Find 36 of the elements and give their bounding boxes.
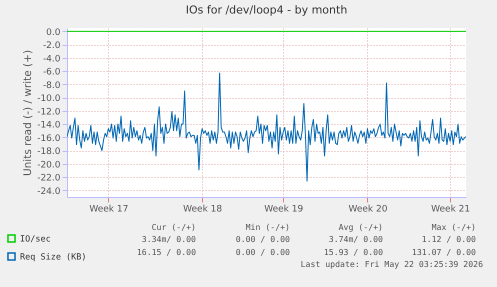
chart-title: IOs for /dev/loop4 - by month xyxy=(186,3,348,16)
y-tick-label: -20.0 xyxy=(37,160,61,170)
text: 3.74m/ 0.00 xyxy=(328,233,383,246)
legend-label: IO/sec xyxy=(20,234,51,244)
y-tick-label: -16.0 xyxy=(37,134,61,144)
text: Max (-/+) xyxy=(430,221,476,234)
text: Min (-/+) xyxy=(244,221,290,234)
text: Last update: Fri May 22 03:25:39 2026 xyxy=(300,258,483,270)
x-tick-label: Week 19 xyxy=(264,204,304,214)
y-tick-label: 0.0 xyxy=(46,28,61,38)
line-series xyxy=(67,72,466,182)
text: 0.00 / 0.00 xyxy=(234,246,290,258)
text: 15.93 / 0.00 xyxy=(322,246,383,258)
y-tick-label: -22.0 xyxy=(37,174,61,184)
y-tick-label: -14.0 xyxy=(37,120,61,131)
text: 3.34m/ 0.00 xyxy=(140,233,196,246)
y-tick-label: -8.0 xyxy=(42,80,61,91)
y-tick-label: -6.0 xyxy=(42,68,61,78)
text: Avg (-/+) xyxy=(338,221,383,234)
y-tick-label: -10.0 xyxy=(37,94,61,104)
legend-label: Req Size (KB) xyxy=(20,252,87,262)
y-tick-label: -4.0 xyxy=(42,54,61,64)
text: Cur (-/+) xyxy=(150,221,196,234)
x-tick-label: Week 17 xyxy=(89,204,128,214)
y-tick-label: -2.0 xyxy=(42,41,61,52)
y-axis-title: Units read (-) / write (+) xyxy=(22,50,34,176)
text: 0.00 / 0.00 xyxy=(234,233,290,246)
x-tick-label: Week 20 xyxy=(348,204,388,214)
text: 131.07 / 0.00 xyxy=(410,246,476,258)
text: 1.12 / 0.00 xyxy=(420,233,476,246)
x-tick-label: Week 18 xyxy=(183,204,222,214)
x-tick-label: Week 21 xyxy=(431,204,470,214)
text: 16.15 / 0.00 xyxy=(136,246,196,258)
y-tick-label: -18.0 xyxy=(37,147,61,158)
y-tick-label: -12.0 xyxy=(37,107,61,118)
y-tick-label: -24.0 xyxy=(37,186,61,197)
